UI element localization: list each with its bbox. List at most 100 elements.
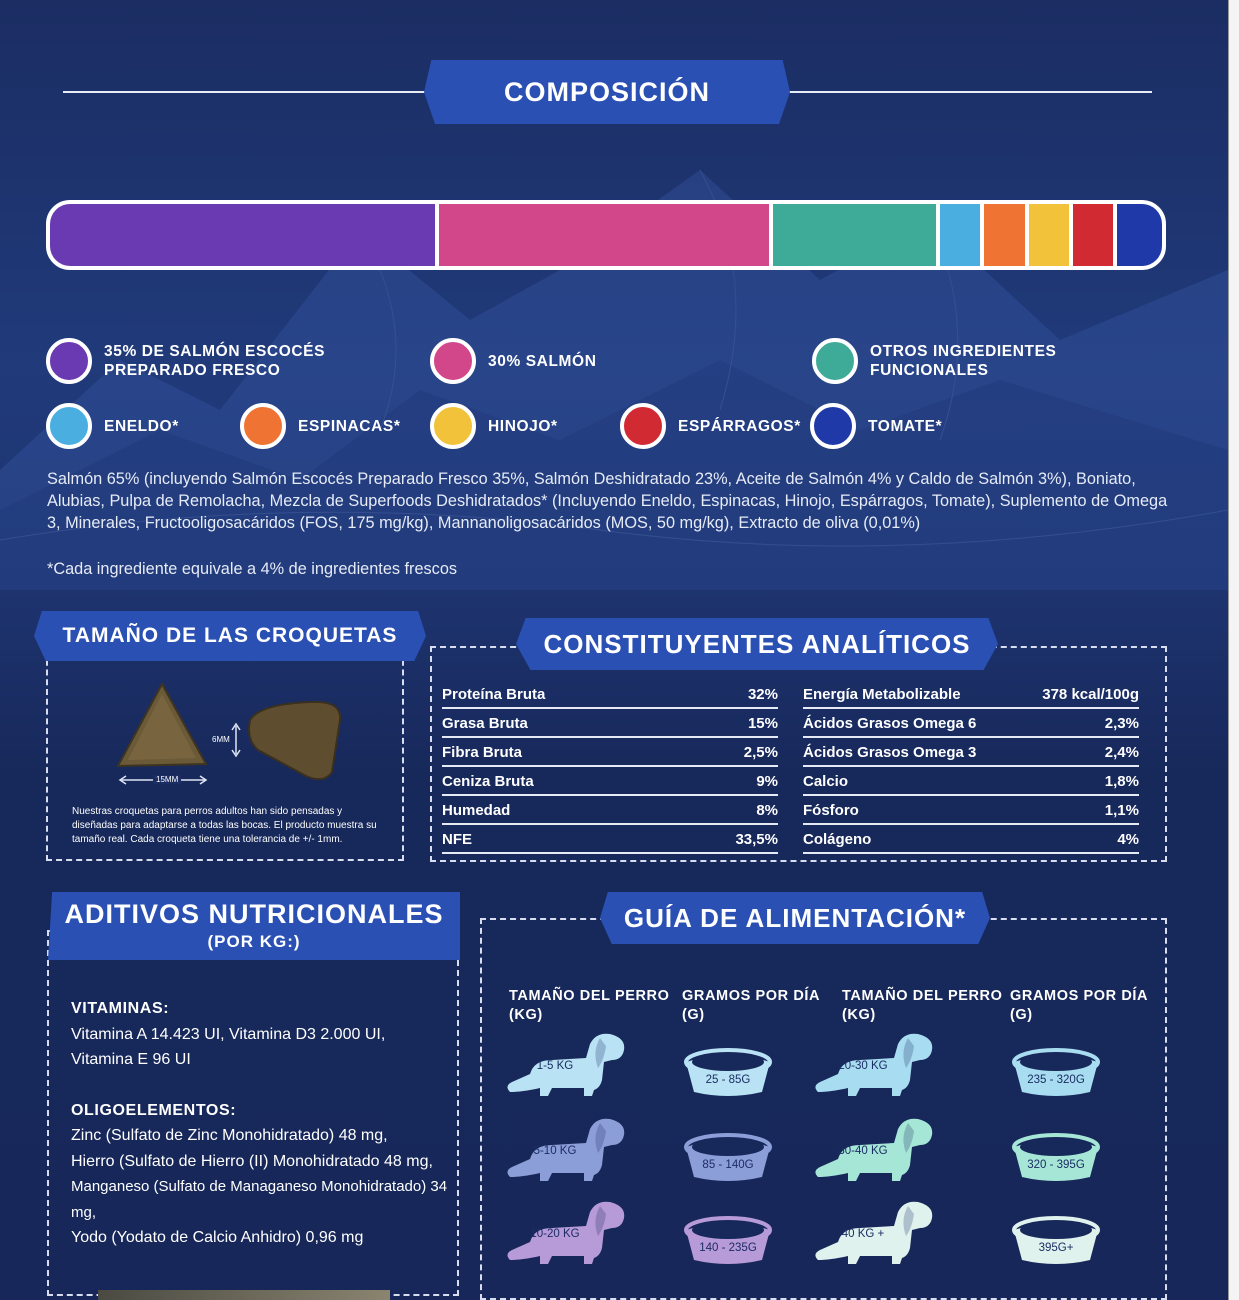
trace-line-3: Manganeso (Sulfato de Managaneso Monohid… [71,1178,448,1221]
analytics-name: Fósforo [803,802,859,819]
bowl-icon [1010,1210,1102,1266]
analytics-value: 15% [747,715,778,732]
composition-segment [439,204,773,266]
legend-swatch [812,338,858,384]
legend-swatch [620,403,666,449]
analytics-name: Ácidos Grasos Omega 6 [803,715,977,732]
grams-label: 25 - 85G [705,1074,751,1086]
composition-segment [1028,204,1073,266]
dog-weight-label: 40 KG + [841,1228,885,1240]
dog-weight-label: 10-20 KG [530,1228,580,1240]
dog-icon [808,1198,938,1268]
analytics-row: Colágeno 4% [803,825,1139,854]
legend-item: 35% DE SALMÓN ESCOCÉS PREPARADO FRESCO [46,338,325,384]
additives-subtitle: (POR KG:) [207,932,301,951]
dog-icon [808,1115,938,1185]
analytics-row: Ceniza Bruta 9% [442,767,778,796]
analytics-row: Energía Metabolizable 378 kcal/100g [803,680,1139,709]
analytics-value: 32% [747,686,778,703]
analytics-value: 2,3% [1104,715,1139,732]
analytics-row: Humedad 8% [442,796,778,825]
vitamins-heading: VITAMINAS: [71,1000,170,1017]
dog-weight-label: 5-10 KG [533,1145,577,1157]
analytics-row: NFE 33,5% [442,825,778,854]
composition-title: COMPOSICIÓN [424,60,790,124]
bowl-icon [682,1127,774,1183]
page-edge [1228,0,1239,1300]
additives-title-banner [48,892,460,960]
analytics-value: 8% [756,802,778,819]
title-rule-right [780,91,1152,93]
grams-label: 140 - 235G [699,1242,757,1254]
legend-label: HINOJO* [488,417,558,435]
legend-label: ESPINACAS* [298,417,401,435]
trace-line-2: Hierro (Sulfato de Hierro (II) Monohidra… [71,1152,433,1170]
legend-item: 30% SALMÓN [430,338,597,384]
kibble-illustration [116,681,342,785]
legend-item: ENELDO* [46,403,179,449]
legend-label: OTROS INGREDIENTES FUNCIONALES [870,343,1057,379]
analytics-row: Fibra Bruta 2,5% [442,738,778,767]
composition-segment [984,204,1029,266]
legend-item: TOMATE* [810,403,942,449]
trace-heading: OLIGOELEMENTOS: [71,1101,237,1119]
kibble-height-label: 6MM [212,735,230,744]
analytics-row: Calcio 1,8% [803,767,1139,796]
legend-item: ESPINACAS* [240,403,400,449]
analytics-name: NFE [442,831,472,848]
bowl-icon [682,1042,774,1098]
vitamins-line-2: Vitamina E 96 UI [71,1051,191,1068]
analytics-value: 2,4% [1104,744,1139,761]
analytics-value: 1,1% [1104,802,1139,819]
analytics-value: 1,8% [1104,773,1139,790]
dog-weight-label: 30-40 KG [838,1145,888,1157]
analytics-value: 9% [756,773,778,790]
legend-swatch [46,338,92,384]
feeding-col-grams-left: GRAMOS POR DÍA (G) [682,988,821,1023]
feeding-col-dog-left: TAMAÑO DEL PERRO (KG) [509,988,670,1023]
composition-segment [1072,204,1118,266]
legend-label: ESPÁRRAGOS* [678,417,801,435]
kibble-title: TAMAÑO DE LAS CROQUETAS [34,611,426,661]
bowl-icon [1010,1042,1102,1098]
ingredients-text: Salmón 65% (incluyendo Salmón Escocés Pr… [47,470,1168,532]
dog-weight-label: 1-5 KG [536,1060,574,1072]
dog-icon [500,1115,630,1185]
legend-swatch [430,338,476,384]
grams-label: 85 - 140G [702,1159,754,1171]
trace-line-1: Zinc (Sulfato de Zinc Monohidratado) 48 … [71,1127,388,1144]
legend-swatch [810,403,856,449]
analytics-row: Proteína Bruta 32% [442,680,778,709]
dog-icon [500,1030,630,1100]
legend-label: 35% DE SALMÓN ESCOCÉS PREPARADO FRESCO [104,343,326,379]
feeding-col-grams-right: GRAMOS POR DÍA (G) [1010,988,1149,1023]
composition-segment [50,204,440,266]
analytics-row: Fósforo 1,1% [803,796,1139,825]
analytics-title: CONSTITUYENTES ANALÍTICOS [516,618,998,670]
legend-label: TOMATE* [868,417,943,435]
composition-segment [1117,204,1162,266]
feeding-title: GUÍA DE ALIMENTACIÓN* [600,892,990,944]
feeding-col-dog-right: TAMAÑO DEL PERRO (KG) [842,988,1003,1023]
analytics-name: Fibra Bruta [442,744,523,761]
grams-label: 235 - 320G [1027,1074,1085,1086]
legend-item: HINOJO* [430,403,558,449]
kibble-width-label: 15MM [153,775,182,784]
analytics-name: Ceniza Bruta [442,773,534,790]
legend-item: ESPÁRRAGOS* [620,403,801,449]
dog-icon [808,1030,938,1100]
analytics-value: 4% [1117,831,1139,848]
ingredients-footnote: *Cada ingrediente equivale a 4% de ingre… [47,560,458,578]
bowl-icon [1010,1127,1102,1183]
analytics-table-right: Energía Metabolizable 378 kcal/100g Ácidos… [803,680,1139,854]
dog-weight-label: 20-30 KG [838,1060,888,1072]
legend-swatch [430,403,476,449]
mountain-background [0,169,1228,590]
composition-bar [46,200,1166,270]
legend-swatch [46,403,92,449]
analytics-value: 33,5% [735,831,778,848]
analytics-name: Calcio [803,773,849,790]
dog-icon [500,1198,630,1268]
kibble-description: Nuestras croquetas para perros adultos h… [72,806,377,845]
